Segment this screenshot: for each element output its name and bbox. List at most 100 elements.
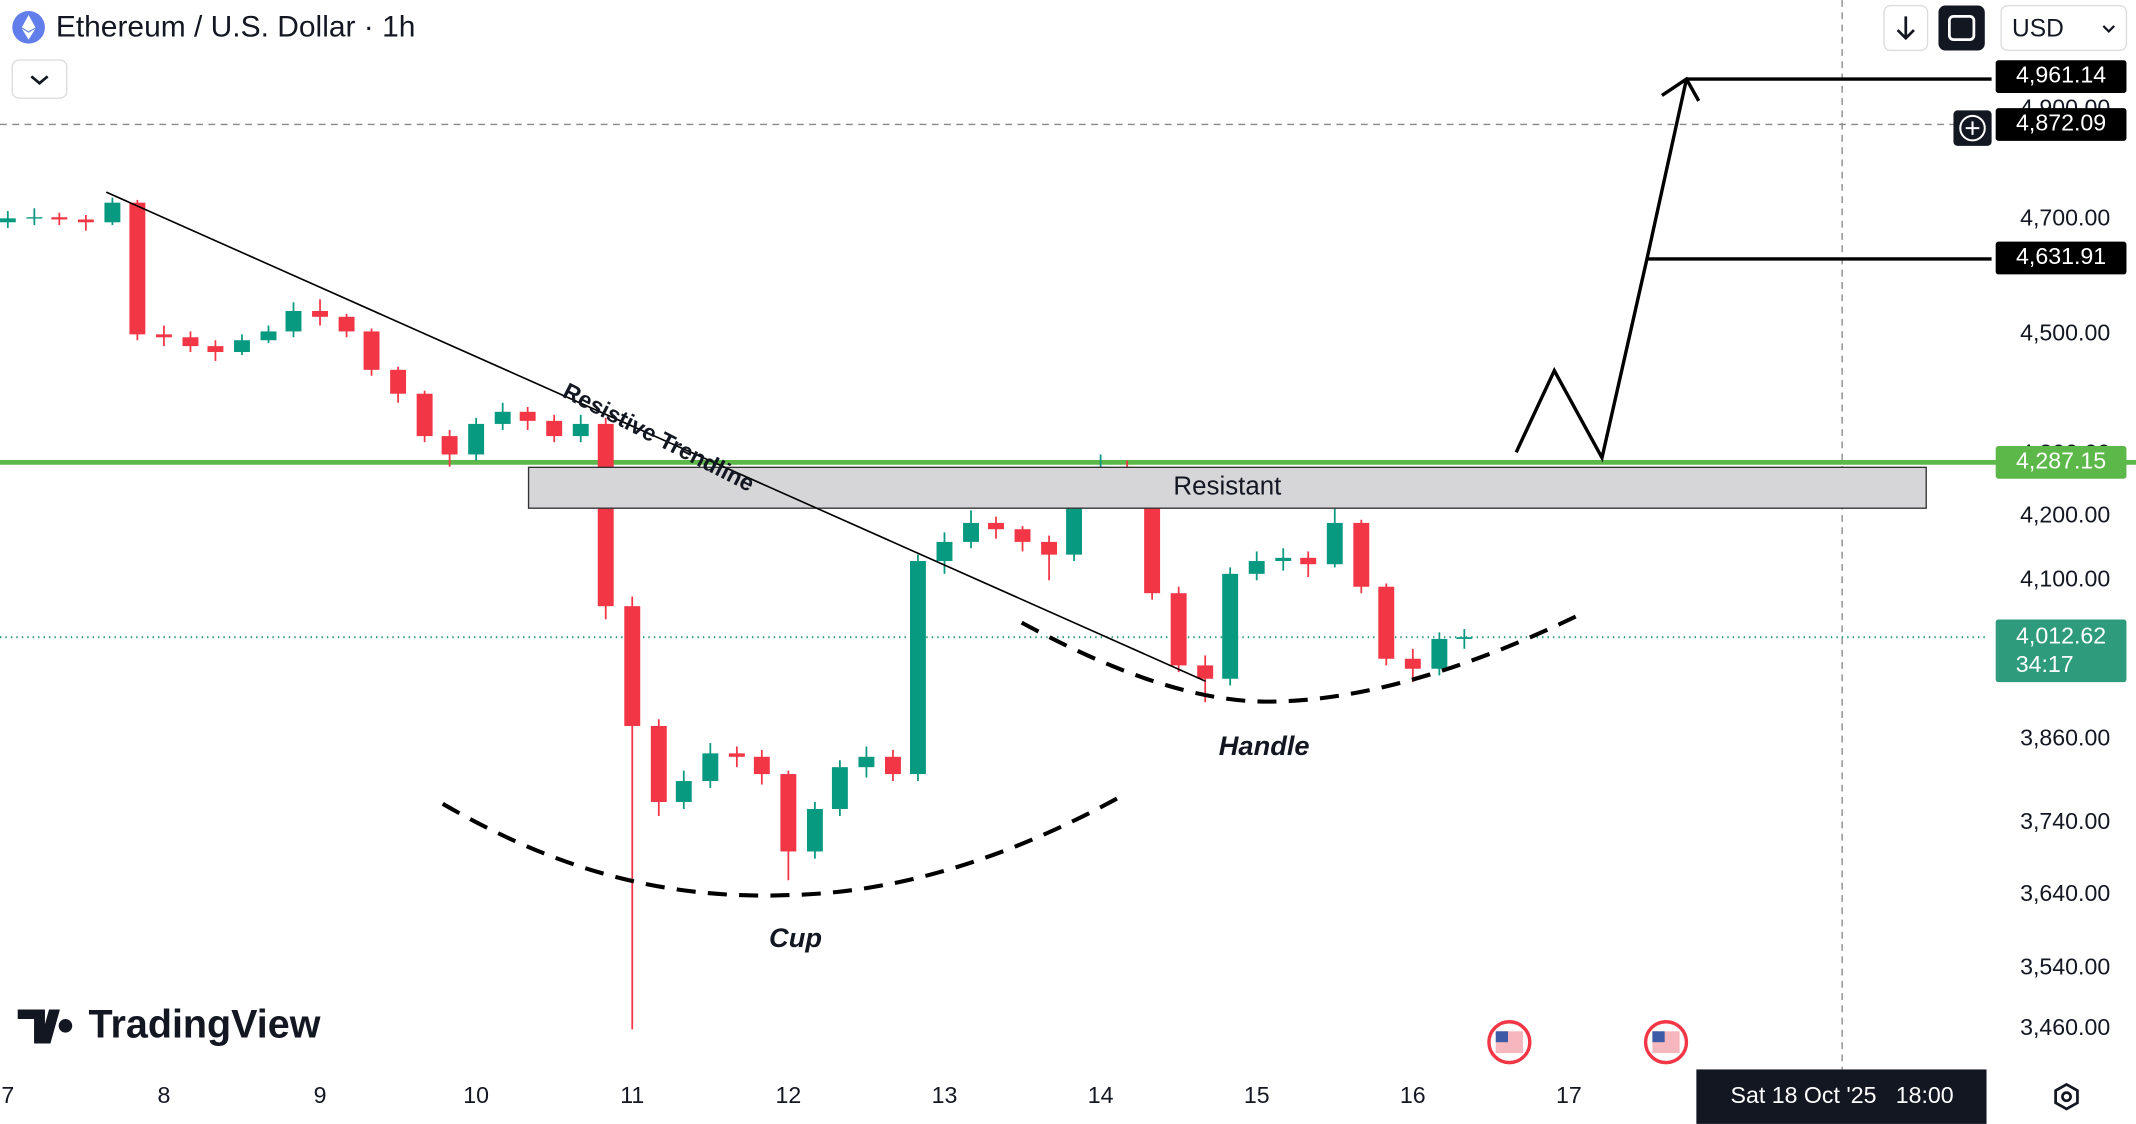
event-flag <box>1487 1020 1532 1065</box>
candle-body <box>1248 561 1265 574</box>
candle-body <box>936 541 953 562</box>
y-tick-label: 4,100.00 <box>2020 565 2110 591</box>
price-tag <box>1995 446 2127 479</box>
candle-body <box>1378 586 1395 659</box>
y-tick-label: 3,860.00 <box>2020 725 2110 751</box>
candle-body <box>77 219 94 223</box>
branding: TradingView <box>89 1003 321 1047</box>
candle-body <box>155 334 172 338</box>
y-tick-label: 3,640.00 <box>2020 880 2110 906</box>
candle-body <box>104 202 121 223</box>
candle-body <box>468 423 485 455</box>
candle-body <box>806 808 823 852</box>
countdown: 34:17 <box>2016 651 2074 677</box>
y-tick-label: 4,500.00 <box>2020 319 2110 345</box>
fullscreen-icon <box>1948 15 1976 41</box>
candle-body <box>390 369 407 394</box>
download-icon <box>1896 16 1915 41</box>
candle-body <box>572 423 589 437</box>
candle-body <box>1066 497 1083 555</box>
candle-body <box>675 781 692 802</box>
y-tick-label: 3,540.00 <box>2020 953 2110 979</box>
projection-path <box>1514 78 1689 463</box>
candle-body <box>285 310 302 332</box>
price-tag-label: 4,961.14 <box>2016 62 2106 88</box>
crosshair-date-label: Sat 18 Oct '25 18:00 <box>1731 1082 1954 1108</box>
candle-body <box>1014 529 1031 542</box>
chevron-icon <box>30 75 49 85</box>
fullscreen-button[interactable] <box>1938 5 1985 51</box>
candle-body <box>1170 593 1187 666</box>
crosshair-date-tag <box>1696 1069 1987 1124</box>
candle-body <box>885 756 901 775</box>
candle-body <box>702 753 719 782</box>
candle-body <box>988 522 1004 530</box>
symbol-title: Ethereum / U.S. Dollar · 1h <box>56 11 416 44</box>
price-tag-label: 4,287.15 <box>2016 447 2106 473</box>
candle-body <box>51 217 68 220</box>
candle-body <box>312 310 328 317</box>
candle-body <box>1456 637 1473 639</box>
x-tick-label: 7 <box>1 1082 14 1108</box>
candle-body <box>753 756 770 775</box>
annotation: Handle <box>1219 730 1310 761</box>
candle-body <box>260 331 277 341</box>
x-tick-label: 14 <box>1088 1082 1114 1108</box>
candle-body <box>1222 573 1239 679</box>
plot-area <box>0 0 2136 1070</box>
resistance-zone <box>527 466 1927 509</box>
x-tick-label: 16 <box>1400 1082 1426 1108</box>
cup-arc <box>441 795 1121 898</box>
settings-icon <box>2061 1091 2072 1103</box>
candle-body <box>1431 638 1448 669</box>
expand-button[interactable] <box>11 59 68 99</box>
candle-body <box>780 774 797 852</box>
handle-arc <box>1020 611 1584 704</box>
x-tick-label: 15 <box>1244 1082 1270 1108</box>
current-price-label: 4,012.62 <box>2016 622 2106 648</box>
candle-body <box>963 522 979 542</box>
candle-body <box>909 561 926 775</box>
candle-body <box>416 393 433 437</box>
y-tick-label: 4,200.00 <box>2020 502 2110 528</box>
event-flag <box>1643 1020 1689 1065</box>
x-tick-label: 13 <box>932 1082 958 1108</box>
y-tick-label: 3,460.00 <box>2020 1014 2110 1040</box>
candle-body <box>858 756 875 768</box>
logo-mark <box>17 1009 73 1044</box>
candle-body <box>182 337 199 347</box>
candle-body <box>363 331 380 370</box>
candle-body <box>546 420 563 437</box>
candle-body <box>1144 497 1161 594</box>
trendline <box>105 191 1206 682</box>
candle-body <box>26 217 43 219</box>
candle-body <box>728 753 745 757</box>
price-tag-label: 4,872.09 <box>2016 110 2106 136</box>
x-tick-label: 9 <box>314 1082 327 1108</box>
candle-body <box>1197 665 1214 679</box>
plus-icon <box>1959 114 1986 142</box>
x-tick-label: 12 <box>775 1082 801 1108</box>
annotation: Resistant <box>1173 473 1281 501</box>
candle-body <box>1326 522 1343 565</box>
candle-body <box>1275 557 1292 562</box>
price-tag-label: 4,631.91 <box>2016 243 2106 269</box>
currency-select[interactable] <box>2000 4 2128 52</box>
candle-body <box>338 316 355 332</box>
currency: USD <box>2012 16 2064 43</box>
candle-body <box>1404 658 1421 669</box>
x-tick-label: 11 <box>620 1082 644 1108</box>
candle-body <box>519 411 536 421</box>
candle-body <box>1041 541 1058 555</box>
price-tag <box>1995 241 2127 275</box>
x-tick-label: 17 <box>1556 1082 1582 1108</box>
price-tag <box>1995 108 2127 141</box>
settings-icon[interactable] <box>2054 1082 2079 1111</box>
candle-body <box>234 340 250 353</box>
x-tick-label: 8 <box>157 1082 170 1108</box>
axis-labels: 4,900.004,700.004,500.004,300.004,200.00… <box>1 60 2127 1124</box>
candle-body <box>0 218 16 223</box>
plus-icon <box>1965 121 1980 135</box>
